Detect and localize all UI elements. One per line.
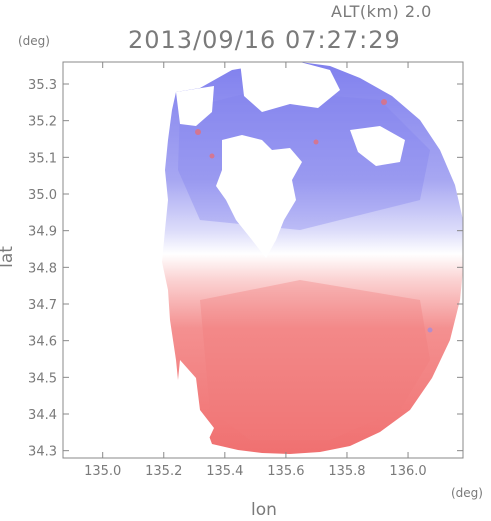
no-echo-gap-north: [216, 135, 302, 258]
altitude-label: ALT(km) 2.0: [331, 2, 432, 21]
y-axis-unit: (deg): [18, 34, 50, 48]
y-tick-label: 34.3: [28, 445, 57, 460]
x-tick-label: 135.0: [84, 464, 121, 479]
timestamp-title: 2013/09/16 07:27:29: [128, 26, 401, 54]
no-echo-gap-top: [240, 62, 340, 112]
x-tick-label: 135.4: [206, 464, 243, 479]
y-tick-label: 34.4: [28, 408, 57, 423]
plot-frame: [62, 61, 464, 459]
no-echo-gap-southwest: [176, 360, 214, 450]
x-axis: 135.0 135.2 135.4 135.6 135.8 136.0: [84, 62, 427, 479]
y-tick-label: 34.9: [28, 225, 57, 240]
y-tick-label: 35.2: [28, 115, 57, 130]
x-tick-label: 135.2: [145, 464, 182, 479]
y-tick-label: 34.7: [28, 298, 57, 313]
y-axis: 35.3 35.2 35.1 35.0 34.9 34.8 34.7 34.6 34.5 34.4…: [28, 78, 463, 460]
y-tick-label: 34.6: [28, 335, 57, 350]
radar-echo-layer: [162, 62, 463, 454]
y-tick-label: 35.0: [28, 188, 57, 203]
radar-core: [200, 280, 430, 440]
y-tick-label: 35.1: [28, 151, 57, 166]
no-echo-gap-right: [350, 126, 405, 166]
x-axis-label: lon: [251, 500, 277, 520]
x-tick-label: 135.6: [267, 464, 304, 479]
y-tick-label: 34.8: [28, 261, 57, 276]
x-axis-unit: (deg): [451, 486, 483, 500]
y-tick-label: 35.3: [28, 78, 57, 93]
x-tick-label: 135.8: [328, 464, 365, 479]
x-tick-label: 136.0: [389, 464, 426, 479]
y-tick-label: 34.5: [28, 371, 57, 386]
no-echo-gap-left: [176, 86, 214, 126]
